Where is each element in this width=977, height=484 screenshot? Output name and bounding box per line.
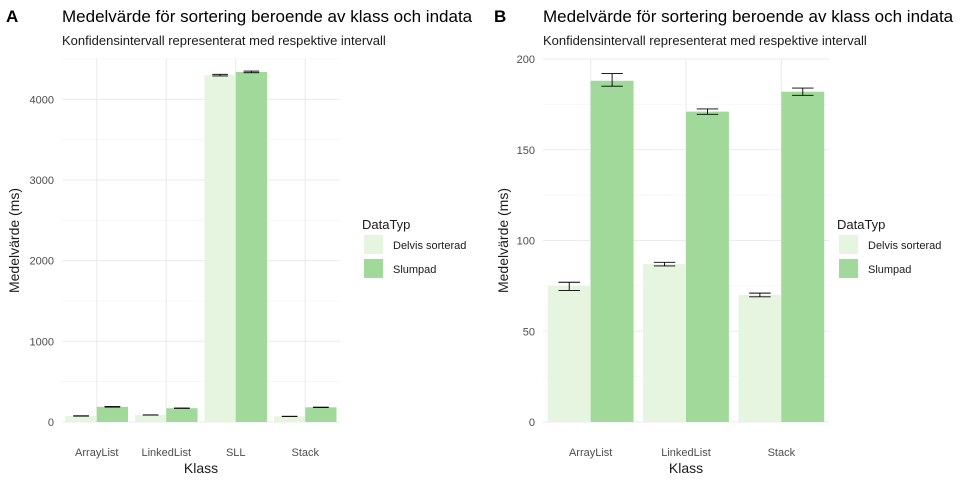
legend-label: Delvis sorterad (868, 240, 941, 252)
chart-title: Medelvärde för sortering beroende av kla… (62, 7, 473, 26)
x-tick-label: SLL (226, 447, 246, 459)
x-axis-title: Klass (184, 460, 218, 476)
x-tick-label: Stack (291, 447, 319, 459)
y-tick-label: 0 (529, 417, 535, 429)
bar-arraylist-slumpad (96, 406, 129, 422)
bar-arraylist-delvis-sorterad (547, 285, 591, 422)
bar-arraylist-delvis-sorterad (65, 415, 97, 422)
panel-tag: A (6, 7, 18, 26)
x-tick-label: ArrayList (569, 447, 612, 459)
y-axis-title: Medelvärde (ms) (495, 188, 511, 293)
bar-stack-slumpad (781, 91, 825, 423)
y-axis-title: Medelvärde (ms) (6, 188, 22, 293)
chart-title: Medelvärde för sortering beroende av kla… (543, 7, 954, 26)
legend-key-delvis-sorterad (364, 235, 383, 254)
y-tick-label: 3000 (30, 175, 54, 187)
legend-label: Delvis sorterad (393, 240, 466, 252)
bar-linkedlist-delvis-sorterad (643, 264, 686, 422)
legend-label: Slumpad (393, 264, 436, 276)
x-tick-label: ArrayList (75, 447, 118, 459)
y-tick-label: 150 (517, 145, 535, 157)
legend-key-slumpad (364, 259, 383, 278)
y-tick-label: 100 (517, 236, 535, 248)
legend-key-delvis-sorterad (839, 235, 858, 254)
bar-sll-slumpad (235, 71, 268, 422)
y-tick-label: 4000 (30, 94, 54, 106)
bar-stack-delvis-sorterad (738, 294, 782, 422)
bar-linkedlist-slumpad (686, 111, 729, 422)
bar-linkedlist-delvis-sorterad (134, 414, 167, 422)
x-tick-label: LinkedList (661, 447, 711, 459)
bar-linkedlist-slumpad (166, 408, 198, 422)
bar-sll-delvis-sorterad (204, 75, 236, 422)
legend-label: Slumpad (868, 264, 911, 276)
x-tick-label: Stack (768, 447, 796, 459)
y-tick-label: 200 (517, 54, 535, 66)
legend-key-slumpad (839, 259, 858, 278)
y-tick-label: 50 (523, 326, 535, 338)
x-axis-title: Klass (669, 460, 703, 476)
chart-subtitle: Konfidensintervall representerat med res… (543, 33, 867, 48)
bar-stack-slumpad (305, 407, 337, 422)
legend-title: DataTyp (362, 217, 410, 232)
y-tick-label: 2000 (30, 256, 54, 268)
bar-stack-delvis-sorterad (273, 416, 306, 422)
legend-title: DataTyp (837, 217, 885, 232)
x-tick-label: LinkedList (141, 447, 191, 459)
panel-tag: B (494, 7, 506, 26)
bar-arraylist-slumpad (590, 80, 634, 422)
chart-subtitle: Konfidensintervall representerat med res… (62, 33, 386, 48)
y-tick-label: 0 (48, 417, 54, 429)
y-tick-label: 1000 (30, 336, 54, 348)
